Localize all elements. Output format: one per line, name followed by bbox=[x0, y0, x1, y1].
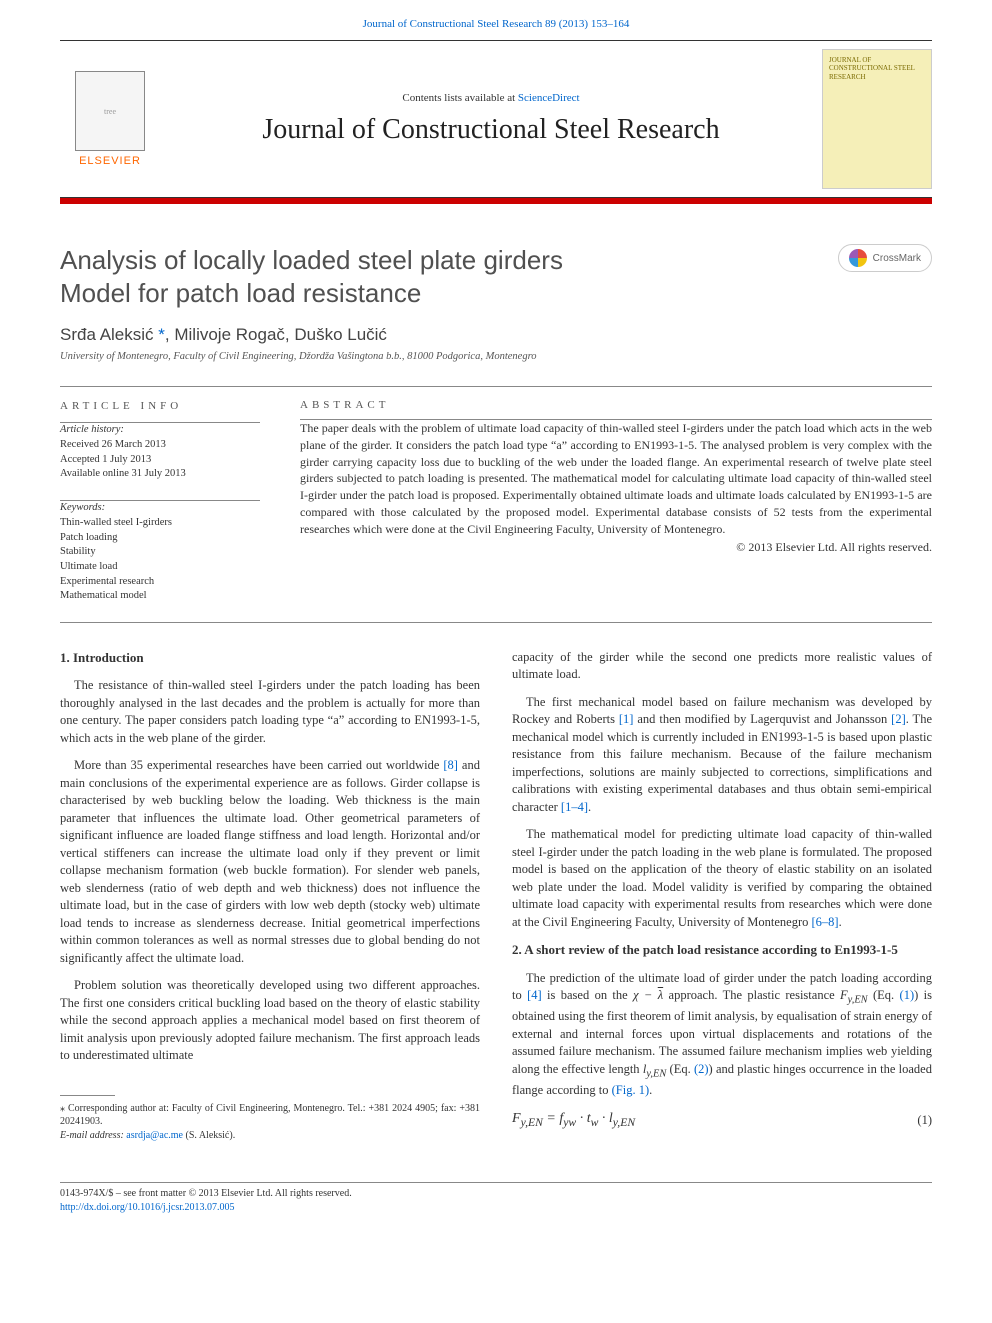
s2p1e: (Eq. bbox=[666, 1062, 694, 1076]
c2p3b: . bbox=[839, 915, 842, 929]
crossmark-badge[interactable]: CrossMark bbox=[838, 244, 932, 272]
body-two-column: 1. Introduction The resistance of thin-w… bbox=[60, 649, 932, 1142]
authors-line: Srđa Aleksić *, Milivoje Rogač, Duško Lu… bbox=[60, 325, 932, 345]
col2-continuation: capacity of the girder while the second … bbox=[512, 649, 932, 684]
elsevier-tree-icon: tree bbox=[75, 71, 145, 151]
issn-line: 0143-974X/$ – see front matter © 2013 El… bbox=[60, 1187, 932, 1201]
contents-prefix: Contents lists available at bbox=[402, 92, 517, 104]
FyEN: F bbox=[840, 988, 848, 1002]
email-footnote: E-mail address: asrdja@ac.me (S. Aleksić… bbox=[60, 1129, 480, 1143]
col2-p3: The mathematical model for predicting ul… bbox=[512, 826, 932, 931]
ref-1-4[interactable]: [1–4] bbox=[561, 800, 588, 814]
email-label: E-mail address: bbox=[60, 1130, 126, 1141]
abstract-column: abstract The paper deals with the proble… bbox=[300, 399, 932, 604]
journal-cover-thumb: JOURNAL OF CONSTRUCTIONAL STEEL RESEARCH bbox=[822, 49, 932, 189]
journal-title: Journal of Constructional Steel Research bbox=[160, 114, 822, 146]
abstract-body: The paper deals with the problem of ulti… bbox=[300, 420, 932, 538]
cover-caption: JOURNAL OF CONSTRUCTIONAL STEEL RESEARCH bbox=[829, 56, 925, 81]
s2p1g: . bbox=[649, 1083, 652, 1097]
eq1-number: (1) bbox=[917, 1112, 932, 1130]
lyEN-sub: y,EN bbox=[646, 1068, 666, 1079]
rule-below-abstract bbox=[60, 622, 932, 623]
s1-p2-b: and main conclusions of the experimental… bbox=[60, 758, 480, 965]
col2-p2: The first mechanical model based on fail… bbox=[512, 694, 932, 817]
title-line-1: Analysis of locally loaded steel plate g… bbox=[60, 245, 563, 275]
c2p2d: . bbox=[588, 800, 591, 814]
s2p1b2: approach. The plastic resistance bbox=[663, 988, 840, 1002]
authors-rest: , Milivoje Rogač, Duško Lučić bbox=[165, 325, 387, 344]
online-date: Available online 31 July 2013 bbox=[60, 467, 260, 482]
email-tail: (S. Aleksić). bbox=[183, 1130, 235, 1141]
s1-p1: The resistance of thin-walled steel I-gi… bbox=[60, 677, 480, 747]
accepted-date: Accepted 1 July 2013 bbox=[60, 453, 260, 468]
keyword: Experimental research bbox=[60, 575, 260, 590]
s1-p2-a: More than 35 experimental researches hav… bbox=[74, 758, 443, 772]
equation-1: Fy,EN = fyw · tw · ly,EN (1) bbox=[512, 1109, 932, 1131]
keyword: Mathematical model bbox=[60, 589, 260, 604]
crossmark-label: CrossMark bbox=[873, 253, 921, 264]
ref-1[interactable]: [1] bbox=[619, 712, 634, 726]
eq1-ref[interactable]: (1) bbox=[900, 988, 915, 1002]
corr-footnote: ⁎ Corresponding author at: Faculty of Ci… bbox=[60, 1102, 480, 1129]
article-title: Analysis of locally loaded steel plate g… bbox=[60, 244, 818, 309]
abstract-heading: abstract bbox=[300, 399, 932, 411]
eq1-body: Fy,EN = fyw · tw · ly,EN bbox=[512, 1109, 635, 1131]
eq2-ref[interactable]: (2) bbox=[694, 1062, 709, 1076]
chi: χ − bbox=[633, 988, 658, 1002]
abstract-copyright: © 2013 Elsevier Ltd. All rights reserved… bbox=[300, 540, 932, 555]
title-line-2: Model for patch load resistance bbox=[60, 278, 421, 308]
article-info-column: article info Article history: Received 2… bbox=[60, 399, 260, 604]
ref-8[interactable]: [8] bbox=[443, 758, 458, 772]
section-2-heading: 2. A short review of the patch load resi… bbox=[512, 941, 932, 959]
s2p1c: (Eq. bbox=[868, 988, 900, 1002]
c2p2b: and then modified by Lagerquvist and Joh… bbox=[633, 712, 891, 726]
article-info-heading: article info bbox=[60, 399, 260, 414]
crossmark-icon bbox=[849, 249, 867, 267]
s2-p1: The prediction of the ultimate load of g… bbox=[512, 970, 932, 1100]
email-link[interactable]: asrdja@ac.me bbox=[126, 1130, 183, 1141]
s1-p3: Problem solution was theoretically devel… bbox=[60, 977, 480, 1065]
journal-header: tree ELSEVIER Contents lists available a… bbox=[60, 40, 932, 198]
rule-above-meta bbox=[60, 386, 932, 387]
c2p3a: The mathematical model for predicting ul… bbox=[512, 827, 932, 929]
ref-4[interactable]: [4] bbox=[527, 988, 542, 1002]
keywords-label: Keywords: bbox=[60, 501, 260, 516]
contents-line: Contents lists available at ScienceDirec… bbox=[160, 92, 822, 104]
publisher-block: tree ELSEVIER bbox=[60, 71, 160, 167]
footnotes: ⁎ Corresponding author at: Faculty of Ci… bbox=[60, 1102, 480, 1143]
keyword: Ultimate load bbox=[60, 560, 260, 575]
affiliation: University of Montenegro, Faculty of Civ… bbox=[60, 351, 932, 362]
keyword: Patch loading bbox=[60, 531, 260, 546]
ref-2[interactable]: [2] bbox=[891, 712, 906, 726]
s2p1b1: is based on the bbox=[542, 988, 633, 1002]
top-citation: Journal of Constructional Steel Research… bbox=[0, 0, 992, 40]
doi-link[interactable]: http://dx.doi.org/10.1016/j.jcsr.2013.07… bbox=[60, 1202, 235, 1213]
s1-p2: More than 35 experimental researches hav… bbox=[60, 757, 480, 967]
footer: 0143-974X/$ – see front matter © 2013 El… bbox=[60, 1182, 932, 1214]
history-label: Article history: bbox=[60, 423, 260, 438]
elsevier-label: ELSEVIER bbox=[60, 155, 160, 167]
keyword: Stability bbox=[60, 545, 260, 560]
footnote-separator bbox=[60, 1095, 115, 1096]
ref-6-8[interactable]: [6–8] bbox=[811, 915, 838, 929]
author-1: Srđa Aleksić bbox=[60, 325, 154, 344]
c2p2c: . The mechanical model which is currentl… bbox=[512, 712, 932, 814]
keyword: Thin-walled steel I-girders bbox=[60, 516, 260, 531]
FyEN-sub: y,EN bbox=[848, 995, 868, 1006]
section-1-heading: 1. Introduction bbox=[60, 649, 480, 667]
citation-link[interactable]: Journal of Constructional Steel Research… bbox=[363, 18, 630, 30]
received-date: Received 26 March 2013 bbox=[60, 438, 260, 453]
sciencedirect-link[interactable]: ScienceDirect bbox=[518, 92, 580, 104]
fig1-ref[interactable]: (Fig. 1) bbox=[612, 1083, 650, 1097]
corresponding-mark[interactable]: * bbox=[158, 325, 165, 344]
